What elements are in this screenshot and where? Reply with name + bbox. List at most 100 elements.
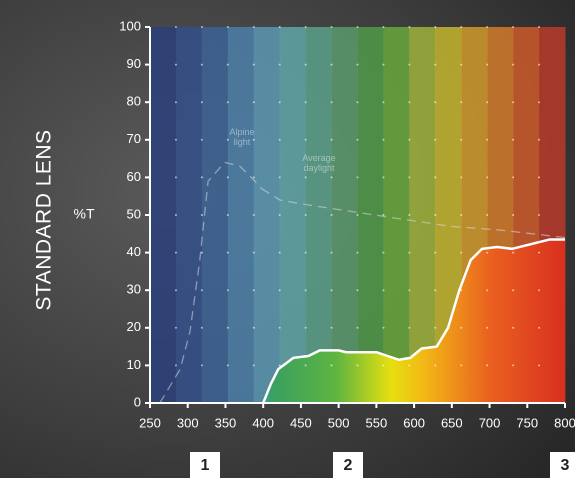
grid-dot: [538, 364, 541, 367]
grid-dot: [434, 214, 437, 216]
grid-dot: [356, 289, 359, 292]
grid-dot: [382, 138, 385, 141]
grid-dot: [356, 251, 359, 254]
grid-dot: [174, 101, 177, 104]
grid-dot: [460, 63, 463, 66]
y-tick-label: 30: [127, 282, 141, 297]
x-tick-label: 550: [366, 415, 388, 430]
grid-dot: [252, 364, 255, 367]
grid-dot: [304, 101, 307, 104]
grid-dot: [200, 214, 203, 216]
series-label: STANDARD LENS: [33, 129, 56, 310]
grid-dot: [226, 176, 229, 179]
y-tick-label: 0: [134, 394, 141, 409]
grid-dot: [408, 138, 411, 141]
x-tick-label: 750: [516, 415, 538, 430]
grid-dot: [174, 176, 177, 179]
stripe: [175, 27, 203, 403]
grid-dot: [174, 214, 177, 216]
annotation: Alpine light: [229, 127, 255, 147]
x-tick-label: 450: [290, 415, 312, 430]
grid-dot: [226, 101, 229, 104]
grid-dot: [174, 251, 177, 254]
y-tick-label: 80: [127, 94, 141, 109]
grid-dot: [486, 138, 489, 141]
grid-dot: [434, 101, 437, 104]
grid-dot: [538, 101, 541, 104]
grid-dot: [512, 101, 515, 104]
stripe: [150, 27, 177, 403]
grid-dot: [538, 138, 541, 141]
y-tick-label: 90: [127, 56, 141, 71]
x-tick-label: 700: [479, 415, 501, 430]
grid-dot: [512, 251, 515, 254]
grid-dot: [252, 251, 255, 254]
grid-dot: [356, 364, 359, 367]
grid-dot: [174, 63, 177, 66]
grid-dot: [382, 26, 385, 28]
grid-dot: [356, 326, 359, 329]
grid-dot: [304, 289, 307, 292]
grid-dot: [304, 214, 307, 216]
grid-dot: [460, 251, 463, 254]
grid-dot: [278, 26, 281, 28]
grid-dot: [512, 176, 515, 179]
grid-dot: [408, 176, 411, 179]
grid-dot: [252, 214, 255, 216]
grid-dot: [174, 364, 177, 367]
grid-dot: [304, 364, 307, 367]
grid-dot: [460, 214, 463, 216]
grid-dot: [226, 26, 229, 28]
grid-dot: [434, 289, 437, 292]
grid-dot: [382, 364, 385, 367]
grid-dot: [408, 101, 411, 104]
grid-dot: [512, 138, 515, 141]
grid-dot: [538, 289, 541, 292]
grid-dot: [382, 289, 385, 292]
grid-dot: [226, 63, 229, 66]
stripe: [409, 27, 436, 403]
grid-dot: [460, 138, 463, 141]
grid-dot: [200, 364, 203, 367]
grid-dot: [434, 326, 437, 329]
grid-dot: [278, 326, 281, 329]
y-tick-label: 40: [127, 244, 141, 259]
grid-dot: [408, 289, 411, 292]
grid-dot: [434, 138, 437, 141]
grid-dot: [382, 326, 385, 329]
grid-dot: [304, 26, 307, 28]
grid-dot: [304, 176, 307, 179]
grid-dot: [226, 326, 229, 329]
x-tick-label: 350: [215, 415, 237, 430]
grid-dot: [512, 364, 515, 367]
grid-dot: [408, 326, 411, 329]
grid-dot: [278, 289, 281, 292]
grid-dot: [434, 63, 437, 66]
grid-dot: [252, 26, 255, 28]
x-tick-label: 500: [328, 415, 350, 430]
grid-dot: [252, 176, 255, 179]
grid-dot: [538, 63, 541, 66]
stripe: [305, 27, 333, 403]
grid-dot: [226, 138, 229, 141]
grid-dot: [512, 26, 515, 28]
grid-dot: [330, 63, 333, 66]
grid-dot: [174, 138, 177, 141]
grid-dot: [512, 214, 515, 216]
grid-dot: [304, 251, 307, 254]
grid-dot: [304, 63, 307, 66]
x-tick-label: 600: [403, 415, 425, 430]
grid-dot: [200, 251, 203, 254]
grid-dot: [486, 26, 489, 28]
grid-dot: [486, 289, 489, 292]
x-tick-label: 800: [554, 415, 575, 430]
y-axis-label: %T: [74, 206, 95, 222]
series-line: [159, 161, 263, 404]
grid-dot: [200, 138, 203, 141]
stripe: [201, 27, 229, 403]
grid-dot: [538, 26, 541, 28]
zone-box: [190, 452, 220, 478]
stripe: [253, 27, 281, 403]
